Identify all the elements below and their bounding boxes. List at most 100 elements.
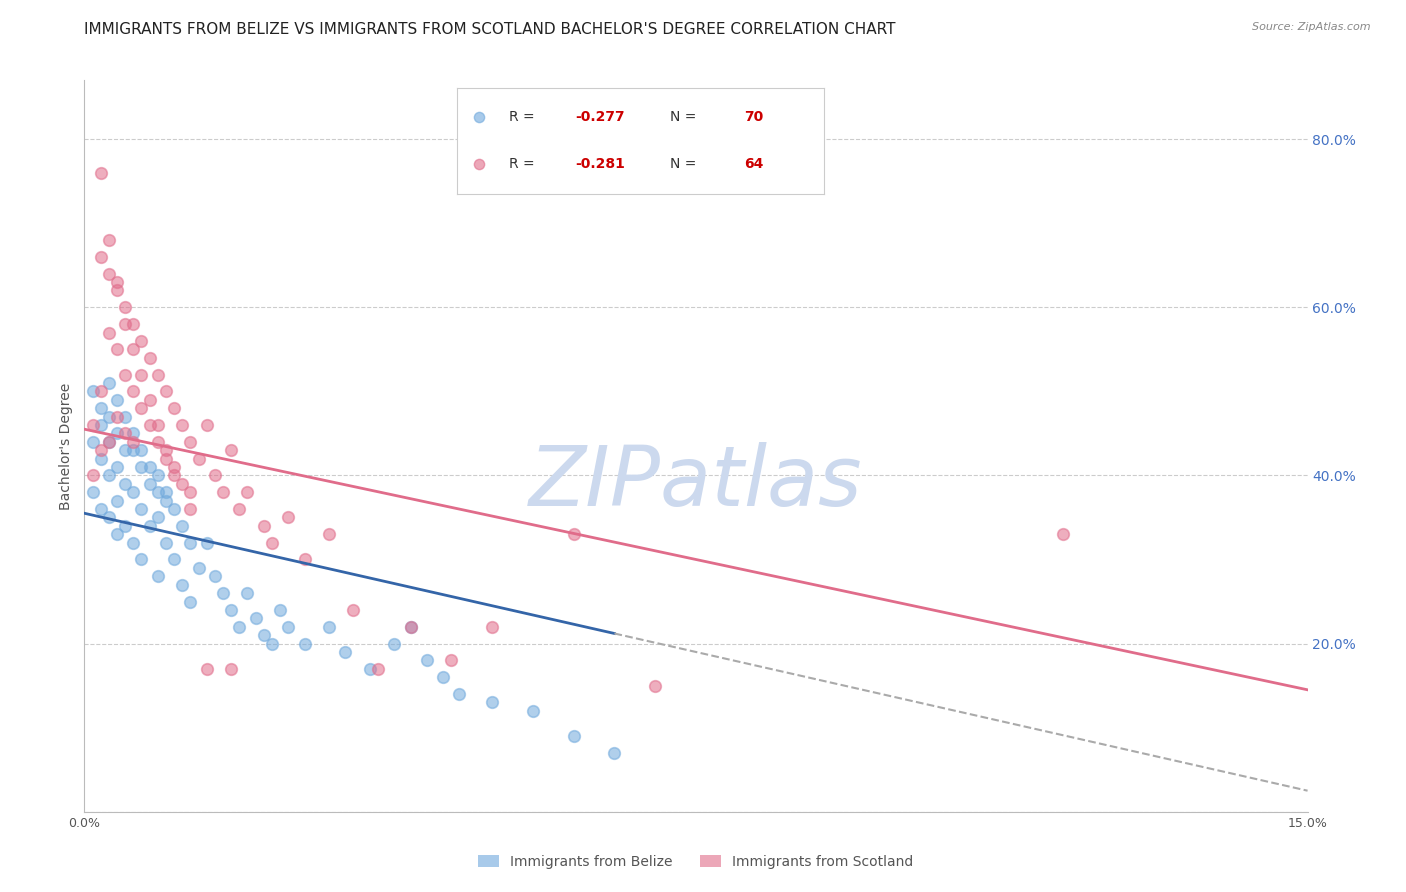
Point — [253, 519, 276, 533]
Point — [82, 417, 104, 432]
Point — [155, 384, 177, 399]
Point — [204, 569, 226, 583]
Point — [114, 300, 136, 314]
Text: IMMIGRANTS FROM BELIZE VS IMMIGRANTS FROM SCOTLAND BACHELOR'S DEGREE CORRELATION: IMMIGRANTS FROM BELIZE VS IMMIGRANTS FRO… — [84, 22, 896, 37]
Point — [318, 527, 340, 541]
Point — [105, 426, 128, 441]
Point — [97, 267, 120, 281]
Point — [179, 485, 201, 500]
Point — [269, 603, 291, 617]
Point — [114, 426, 136, 441]
Point — [146, 468, 169, 483]
Point — [382, 636, 405, 650]
Point — [195, 535, 218, 549]
Point — [90, 384, 112, 399]
Point — [138, 476, 160, 491]
Point — [228, 502, 250, 516]
Point — [245, 611, 267, 625]
Point — [416, 653, 439, 667]
Point — [179, 535, 201, 549]
Point — [105, 275, 128, 289]
Point — [644, 679, 666, 693]
Point — [122, 443, 145, 458]
Point — [114, 519, 136, 533]
Point — [172, 417, 194, 432]
Point — [212, 586, 235, 600]
Point — [105, 409, 128, 424]
Point — [179, 502, 201, 516]
Point — [1052, 527, 1074, 541]
Point — [105, 460, 128, 475]
Point — [82, 384, 104, 399]
Point — [172, 476, 194, 491]
Point — [97, 409, 120, 424]
Point — [603, 746, 626, 760]
Point — [146, 368, 169, 382]
Point — [97, 233, 120, 247]
Point — [294, 636, 316, 650]
Point — [179, 594, 201, 608]
Point — [172, 578, 194, 592]
Point — [146, 434, 169, 449]
Point — [90, 451, 112, 466]
Point — [260, 636, 283, 650]
Point — [163, 460, 186, 475]
Point — [146, 485, 169, 500]
Point — [163, 401, 186, 416]
Point — [163, 552, 186, 566]
Point — [138, 460, 160, 475]
Point — [212, 485, 235, 500]
Point — [260, 535, 283, 549]
Text: ZIPatlas: ZIPatlas — [529, 442, 863, 523]
Point — [195, 662, 218, 676]
Point — [277, 620, 299, 634]
Point — [90, 166, 112, 180]
Point — [253, 628, 276, 642]
Point — [90, 443, 112, 458]
Point — [155, 451, 177, 466]
Point — [122, 535, 145, 549]
Point — [163, 468, 186, 483]
Point — [105, 493, 128, 508]
Point — [82, 468, 104, 483]
Point — [105, 284, 128, 298]
Point — [146, 569, 169, 583]
Point — [97, 326, 120, 340]
Point — [131, 401, 153, 416]
Point — [90, 502, 112, 516]
Point — [318, 620, 340, 634]
Point — [138, 417, 160, 432]
Text: Source: ZipAtlas.com: Source: ZipAtlas.com — [1253, 22, 1371, 32]
Point — [146, 510, 169, 524]
Point — [562, 729, 585, 743]
Point — [481, 695, 503, 709]
Point — [131, 460, 153, 475]
Point — [122, 343, 145, 357]
Point — [449, 687, 471, 701]
Point — [97, 434, 120, 449]
Point — [122, 317, 145, 331]
Point — [440, 653, 463, 667]
Point — [131, 368, 153, 382]
Point — [105, 343, 128, 357]
Point — [90, 250, 112, 264]
Point — [82, 434, 104, 449]
Point — [155, 493, 177, 508]
Point — [163, 502, 186, 516]
Point — [131, 502, 153, 516]
Point — [155, 535, 177, 549]
Point — [481, 620, 503, 634]
Point — [204, 468, 226, 483]
Point — [155, 443, 177, 458]
Point — [219, 603, 242, 617]
Point — [122, 434, 145, 449]
Point — [236, 485, 259, 500]
Point — [367, 662, 389, 676]
Point — [138, 392, 160, 407]
Point — [219, 662, 242, 676]
Point — [97, 376, 120, 390]
Point — [90, 417, 112, 432]
Point — [131, 443, 153, 458]
Point — [114, 368, 136, 382]
Point — [522, 704, 544, 718]
